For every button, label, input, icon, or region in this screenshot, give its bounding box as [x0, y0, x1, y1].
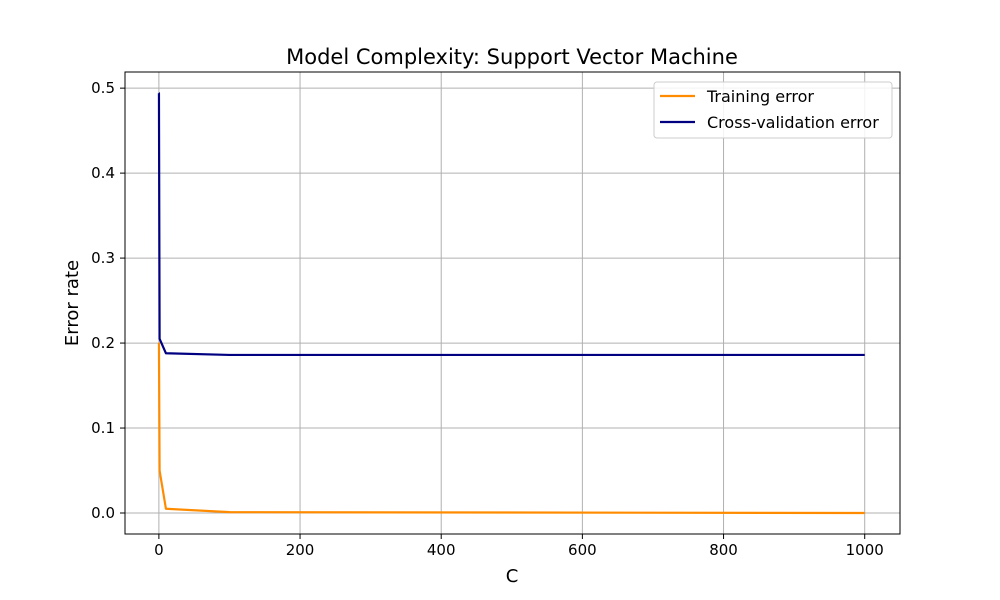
series-line-0: [157, 341, 865, 515]
y-tick-label: 0.3: [91, 249, 115, 267]
y-tick-label: 0.2: [91, 334, 115, 352]
x-tick-label: 600: [568, 541, 597, 559]
y-axis-label: Error rate: [62, 260, 83, 346]
y-tick-label: 0.4: [91, 164, 115, 182]
y-tick-label: 0.1: [91, 419, 115, 437]
x-tick-label: 0: [154, 541, 164, 559]
y-tick-label: 0.0: [91, 504, 115, 522]
plot-frame: [124, 71, 901, 535]
x-tick-label: 800: [709, 541, 738, 559]
x-tick-label: 400: [427, 541, 456, 559]
x-tick-label: 200: [286, 541, 315, 559]
y-tick-label: 0.5: [91, 79, 115, 97]
x-axis-label: C: [506, 566, 519, 587]
chart-title: Model Complexity: Support Vector Machine: [286, 45, 738, 69]
ticks: 0 200 400 600 800 1000 0.0 0.1 0.2 0.3 0.4 0.5: [91, 79, 884, 559]
legend-label-0: Training error: [706, 87, 814, 106]
x-tick-label: 1000: [846, 541, 884, 559]
legend-box: [653, 81, 893, 139]
legend-label-1: Cross-validation error: [707, 113, 879, 132]
series-line-1: [157, 92, 865, 357]
legend: Training error Cross-validation error: [653, 81, 893, 139]
series-lines: [157, 92, 865, 515]
